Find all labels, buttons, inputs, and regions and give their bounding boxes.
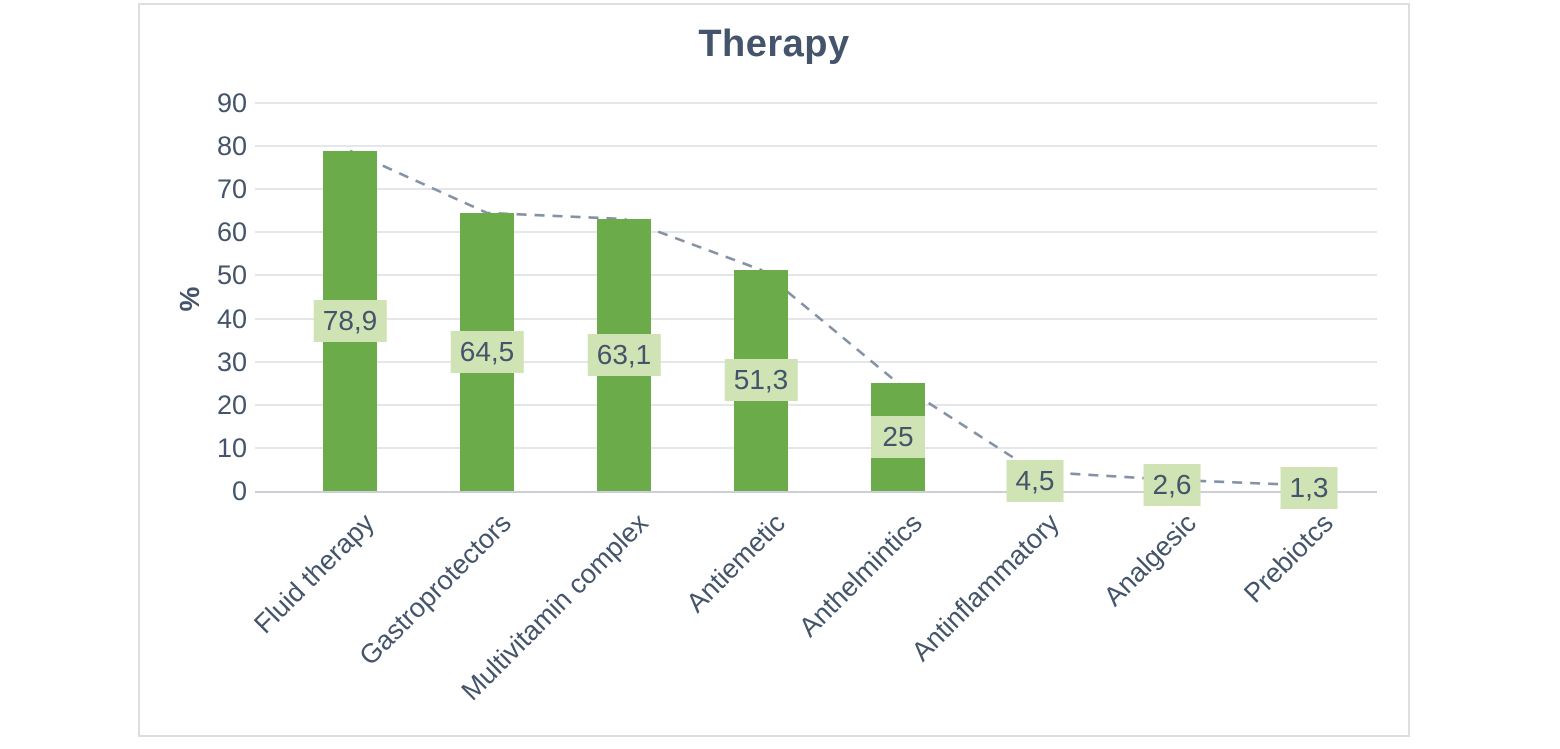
y-tick-label-10: 10 bbox=[216, 432, 247, 463]
x-tick-label-antiemetic: Antiemetic bbox=[680, 507, 791, 619]
bar-value-label: 1,3 bbox=[1280, 467, 1338, 510]
x-tick-label-multivitamin-complex: Multivitamin complex bbox=[455, 507, 654, 707]
gridline-y-80 bbox=[255, 145, 1377, 148]
bar-value-label: 64,5 bbox=[450, 330, 524, 373]
gridline-y-30 bbox=[255, 360, 1377, 363]
chart-container: Therapy % 0 10 20 30 40 50 60 70 80 90 78,9 64,5 63… bbox=[138, 3, 1410, 737]
gridline-y-20 bbox=[255, 403, 1377, 406]
y-tick-label-90: 90 bbox=[216, 88, 247, 118]
gridline-y-50 bbox=[255, 274, 1377, 277]
y-tick-label-0: 0 bbox=[231, 476, 247, 506]
bar-value-label: 25 bbox=[871, 416, 925, 459]
gridline-y-10 bbox=[255, 446, 1377, 449]
x-tick-label-anthelmintics: Anthelmintics bbox=[793, 507, 928, 643]
x-tick-label-fluid-therapy: Fluid therapy bbox=[248, 507, 380, 640]
y-tick-label-70: 70 bbox=[216, 174, 247, 205]
x-tick-label-gastroprotectors: Gastroprotectors bbox=[353, 507, 517, 672]
gridline-y-40 bbox=[255, 317, 1377, 320]
y-tick-label-80: 80 bbox=[216, 131, 247, 162]
gridline-y-90 bbox=[255, 102, 1377, 104]
bar-value-label: 63,1 bbox=[587, 333, 661, 376]
x-tick-label-prebiotcs: Prebiotcs bbox=[1238, 507, 1339, 609]
bar-value-label: 78,9 bbox=[313, 299, 387, 342]
x-tick-label-analgesic: Analgesic bbox=[1097, 507, 1202, 612]
trend-line bbox=[349, 149, 1310, 487]
gridline-y-70 bbox=[255, 188, 1377, 191]
plot-area: 78,9 64,5 63,1 51,3 25 4,5 2,6 1,3 bbox=[255, 102, 1377, 510]
y-tick-label-40: 40 bbox=[216, 303, 247, 334]
chart-title: Therapy bbox=[698, 23, 850, 65]
y-tick-label-60: 60 bbox=[216, 217, 247, 248]
bar-value-label: 4,5 bbox=[1006, 460, 1064, 503]
y-tick-label-50: 50 bbox=[216, 260, 247, 291]
y-tick-label-20: 20 bbox=[216, 389, 247, 420]
y-tick-label-30: 30 bbox=[216, 346, 247, 377]
gridline-y-60 bbox=[255, 231, 1377, 234]
bar-value-label: 2,6 bbox=[1143, 464, 1201, 507]
x-tick-label-antinflammatory: Antinflammatory bbox=[905, 507, 1065, 667]
bar-value-label: 51,3 bbox=[724, 359, 798, 402]
